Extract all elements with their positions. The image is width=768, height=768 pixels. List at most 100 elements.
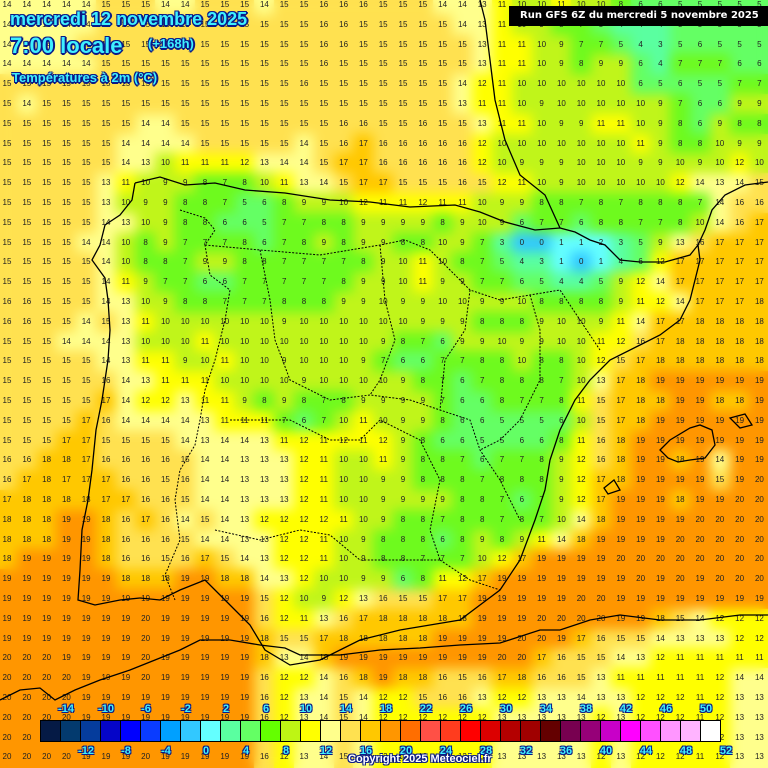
temperature-value: 15 bbox=[220, 39, 230, 49]
temperature-value: 19 bbox=[180, 613, 190, 623]
temperature-value: 9 bbox=[658, 237, 663, 247]
temperature-value: 15 bbox=[160, 99, 170, 108]
temperature-value: 19 bbox=[101, 633, 111, 643]
temperature-value: 15 bbox=[418, 59, 428, 69]
temperature-value: 10 bbox=[279, 336, 289, 346]
temperature-value: 7 bbox=[440, 356, 445, 366]
temperature-value: 20 bbox=[754, 574, 764, 584]
temperature-value: 8 bbox=[519, 475, 525, 485]
temperature-value: 19 bbox=[675, 435, 685, 445]
temperature-value: 12 bbox=[259, 514, 269, 524]
temperature-value: 19 bbox=[636, 534, 646, 544]
temperature-value: 9 bbox=[420, 316, 426, 326]
temperature-value: 19 bbox=[160, 653, 170, 663]
temperature-value: 16 bbox=[596, 633, 606, 643]
temperature-value: 13 bbox=[477, 693, 487, 702]
temperature-value: 8 bbox=[341, 396, 346, 405]
temperature-value: 19 bbox=[200, 693, 210, 702]
temperature-value: 15 bbox=[101, 138, 111, 148]
temperature-value: 13 bbox=[556, 712, 566, 722]
temperature-value: 12 bbox=[655, 752, 665, 762]
temperature-value: 9 bbox=[143, 198, 148, 207]
temperature-value: 14 bbox=[715, 217, 725, 227]
temperature-value: 13 bbox=[477, 0, 487, 9]
temperature-value: 16 bbox=[2, 475, 12, 485]
temperature-value: 9 bbox=[460, 237, 465, 247]
temperature-value: 10 bbox=[339, 495, 349, 504]
temperature-value: 8 bbox=[697, 138, 703, 148]
temperature-value: 17 bbox=[636, 356, 646, 366]
temperature-value: 7 bbox=[301, 277, 307, 287]
temperature-value: 10 bbox=[358, 455, 368, 465]
temperature-value: 8 bbox=[539, 455, 544, 465]
temperature-value: 8 bbox=[321, 297, 327, 306]
temperature-value: 19 bbox=[715, 415, 725, 425]
temperature-value: 19 bbox=[576, 574, 586, 584]
temperature-value: 6 bbox=[677, 79, 683, 89]
temperature-value: 9 bbox=[400, 297, 406, 306]
temperature-value: 9 bbox=[658, 158, 663, 168]
temperature-value: 15 bbox=[279, 0, 289, 9]
temperature-value: 20 bbox=[141, 673, 151, 683]
temperature-value: 19 bbox=[240, 752, 250, 762]
temperature-value: 11 bbox=[695, 673, 705, 683]
temperature-value: 19 bbox=[2, 594, 12, 603]
temperature-value: 15 bbox=[42, 198, 52, 207]
temperature-value: 13 bbox=[616, 693, 626, 702]
temperature-value: 20 bbox=[2, 752, 12, 762]
temperature-value: 8 bbox=[202, 198, 208, 207]
legend-swatch bbox=[681, 721, 701, 741]
legend-swatch bbox=[201, 721, 221, 741]
temperature-value: 8 bbox=[658, 198, 663, 207]
temperature-value: 10 bbox=[358, 376, 368, 386]
temperature-value: 12 bbox=[299, 534, 309, 544]
temperature-value: 18 bbox=[675, 495, 685, 504]
temperature-value: 19 bbox=[61, 514, 71, 524]
legend-swatch bbox=[601, 721, 621, 741]
temperature-value: 11 bbox=[497, 19, 507, 29]
temperature-value: 8 bbox=[380, 554, 386, 564]
temperature-value: 9 bbox=[578, 118, 584, 128]
temperature-value: 19 bbox=[160, 712, 170, 722]
temperature-value: 17 bbox=[576, 633, 586, 643]
temperature-value: 19 bbox=[240, 693, 250, 702]
temperature-value: 3 bbox=[618, 237, 624, 247]
temperature-value: 20 bbox=[596, 594, 606, 603]
temperature-value: 12 bbox=[438, 712, 448, 722]
temperature-value: 19 bbox=[121, 613, 131, 623]
temperature-value: 15 bbox=[675, 613, 685, 623]
temperature-value: 20 bbox=[754, 475, 764, 485]
temperature-value: 12 bbox=[378, 693, 388, 702]
temperature-value: 16 bbox=[735, 198, 745, 207]
temperature-value: 8 bbox=[242, 257, 247, 267]
temperature-value: 11 bbox=[537, 534, 546, 544]
temperature-value: 18 bbox=[754, 336, 764, 346]
temperature-value: 9 bbox=[301, 376, 307, 386]
temperature-value: 16 bbox=[121, 455, 131, 465]
temperature-value: 19 bbox=[220, 613, 230, 623]
temperature-value: 19 bbox=[655, 514, 665, 524]
temperature-value: 15 bbox=[22, 396, 32, 405]
temperature-value: 7 bbox=[697, 198, 703, 207]
temperature-value: 19 bbox=[398, 653, 408, 663]
temperature-value: 9 bbox=[559, 59, 564, 69]
temperature-value: 16 bbox=[339, 39, 349, 49]
temperature-value: 9 bbox=[440, 277, 445, 287]
temperature-value: 9 bbox=[400, 217, 406, 227]
temperature-value: 11 bbox=[517, 178, 526, 188]
temperature-value: 19 bbox=[556, 554, 566, 564]
temperature-value: 16 bbox=[457, 138, 467, 148]
temperature-value: 20 bbox=[42, 712, 52, 722]
temperature-value: 6 bbox=[262, 237, 267, 247]
temperature-value: 13 bbox=[121, 316, 131, 326]
temperature-value: 16 bbox=[22, 316, 32, 326]
temperature-value: 19 bbox=[339, 653, 349, 663]
temperature-value: 18 bbox=[22, 514, 32, 524]
temperature-value: 9 bbox=[440, 495, 445, 504]
temperature-value: 7 bbox=[222, 198, 228, 207]
temperature-value: 13 bbox=[754, 693, 764, 702]
temperature-value: 15 bbox=[81, 376, 91, 386]
temperature-value: 9 bbox=[222, 257, 228, 267]
temperature-value: 15 bbox=[22, 376, 32, 386]
temperature-value: 17 bbox=[81, 455, 91, 465]
